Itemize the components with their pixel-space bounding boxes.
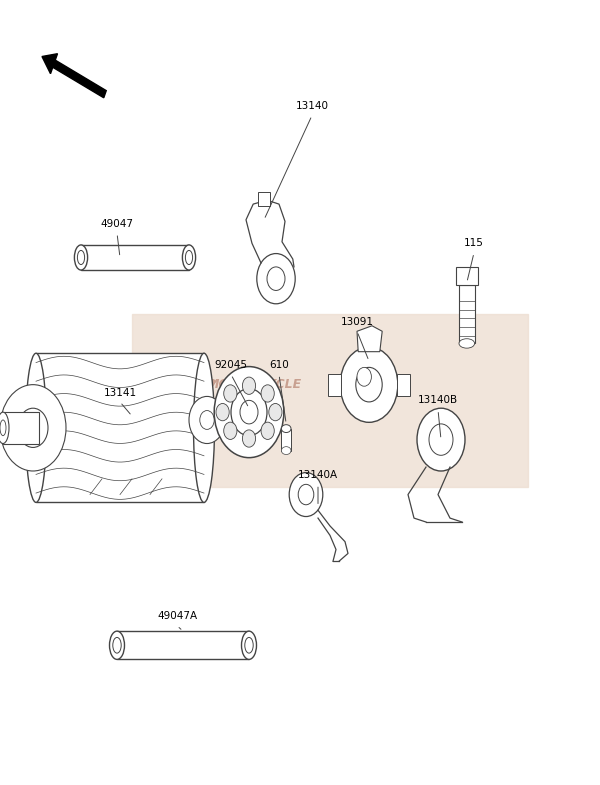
Text: 92045: 92045 <box>215 360 248 370</box>
Ellipse shape <box>224 422 237 440</box>
Ellipse shape <box>224 385 237 402</box>
Circle shape <box>340 347 398 422</box>
Ellipse shape <box>74 245 88 270</box>
Ellipse shape <box>216 403 229 421</box>
Text: 13140: 13140 <box>296 101 329 111</box>
Circle shape <box>429 424 453 455</box>
Ellipse shape <box>242 430 256 447</box>
Circle shape <box>267 267 285 290</box>
Bar <box>459 285 475 344</box>
Text: 13140A: 13140A <box>298 470 338 480</box>
Ellipse shape <box>281 425 291 433</box>
Text: 13091: 13091 <box>341 317 373 327</box>
Ellipse shape <box>240 400 258 424</box>
Circle shape <box>357 367 371 386</box>
Circle shape <box>231 389 267 436</box>
Ellipse shape <box>261 422 274 440</box>
Ellipse shape <box>0 420 6 436</box>
Ellipse shape <box>242 377 256 394</box>
Text: 13140B: 13140B <box>418 396 458 405</box>
Bar <box>132 314 528 487</box>
Ellipse shape <box>261 385 274 402</box>
Ellipse shape <box>110 631 125 659</box>
Circle shape <box>189 396 225 444</box>
Ellipse shape <box>25 353 47 502</box>
Circle shape <box>417 408 465 471</box>
Polygon shape <box>357 326 382 352</box>
Bar <box>36 353 204 502</box>
Text: 49047A: 49047A <box>157 612 197 621</box>
Bar <box>281 429 291 451</box>
Bar <box>456 267 478 285</box>
Text: 49047: 49047 <box>101 219 133 228</box>
Ellipse shape <box>0 412 9 444</box>
Ellipse shape <box>245 637 253 653</box>
Ellipse shape <box>193 353 215 502</box>
Text: 13141: 13141 <box>103 388 137 397</box>
Circle shape <box>214 367 284 458</box>
Bar <box>328 374 341 396</box>
Ellipse shape <box>281 447 291 455</box>
Circle shape <box>289 473 323 517</box>
Ellipse shape <box>113 637 121 653</box>
Ellipse shape <box>182 245 196 270</box>
Circle shape <box>200 411 214 429</box>
Circle shape <box>18 408 48 447</box>
Ellipse shape <box>269 403 282 421</box>
Bar <box>3 412 39 444</box>
Text: 115: 115 <box>464 239 484 248</box>
Ellipse shape <box>185 250 193 265</box>
Text: MSP: MSP <box>186 378 217 391</box>
Ellipse shape <box>459 339 475 349</box>
Text: MOTORCYCLE: MOTORCYCLE <box>207 378 302 391</box>
Ellipse shape <box>241 631 257 659</box>
Text: SPARE PARTS: SPARE PARTS <box>186 414 280 426</box>
Text: 610: 610 <box>269 360 289 370</box>
Bar <box>117 631 249 659</box>
Circle shape <box>0 385 66 471</box>
Circle shape <box>356 367 382 402</box>
Bar <box>258 192 270 206</box>
FancyArrow shape <box>42 53 106 98</box>
Bar <box>397 374 410 396</box>
Circle shape <box>257 254 295 304</box>
Bar <box>81 245 189 270</box>
Circle shape <box>298 484 314 505</box>
Ellipse shape <box>77 250 85 265</box>
